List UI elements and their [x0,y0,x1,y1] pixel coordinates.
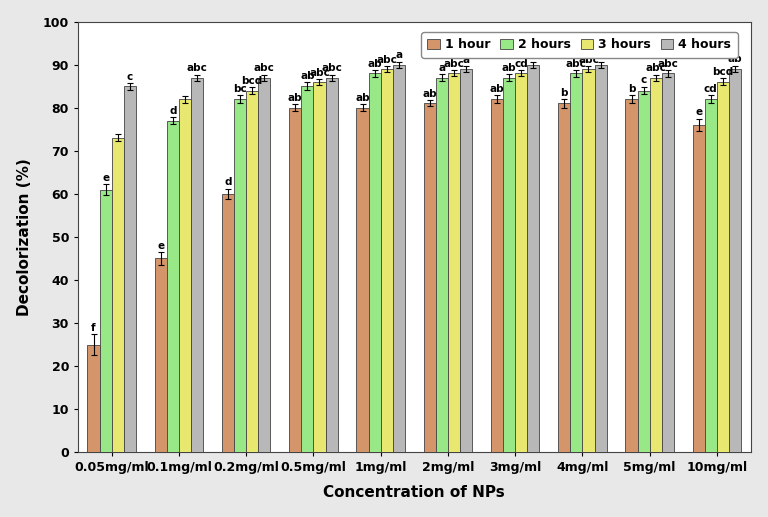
Bar [356,108,369,452]
Bar [124,86,136,452]
Text: abc: abc [645,63,666,73]
Text: abc: abc [309,68,330,78]
Bar [88,344,100,452]
Bar [571,73,582,452]
Text: abc: abc [578,55,599,65]
Bar [662,73,674,452]
Text: d: d [169,106,177,116]
Text: abc: abc [187,63,207,73]
Bar [191,78,203,452]
Text: abc: abc [321,63,342,73]
Bar [637,90,650,452]
Bar [460,69,472,452]
Bar [503,78,515,452]
Text: bc: bc [526,51,540,60]
Text: abc: abc [376,55,397,65]
Bar [326,78,338,452]
Text: ab: ab [422,89,437,99]
Bar [528,65,539,452]
Bar [705,99,717,452]
Text: f: f [91,323,96,332]
Text: abc: abc [444,59,465,69]
Bar [369,73,381,452]
Bar [290,108,301,452]
Bar [381,69,392,452]
Text: a: a [462,55,470,65]
Bar [154,258,167,452]
Text: ab: ab [288,93,303,103]
Text: ab: ab [300,71,315,81]
Text: a: a [597,51,604,60]
Text: ab: ab [728,54,743,64]
Bar [448,73,460,452]
Bar [515,73,528,452]
Bar [111,138,124,452]
Text: cd: cd [515,59,528,69]
Bar [729,69,741,452]
Bar [167,120,179,452]
Text: b: b [627,84,635,94]
Bar [234,99,247,452]
Text: e: e [102,173,109,183]
Bar [491,99,503,452]
Text: ab: ab [490,84,505,94]
Bar [582,69,594,452]
Text: d: d [224,177,232,188]
Text: abc: abc [657,58,678,69]
Text: a: a [396,51,402,60]
Bar [301,86,313,452]
Legend: 1 hour, 2 hours, 3 hours, 4 hours: 1 hour, 2 hours, 3 hours, 4 hours [421,32,737,58]
Text: c: c [641,75,647,85]
Text: bc: bc [233,84,247,94]
Text: a: a [439,63,445,73]
Bar [650,78,662,452]
Text: b: b [561,88,568,98]
Bar [313,82,326,452]
Bar [247,90,258,452]
Text: abc: abc [254,63,275,73]
Text: c: c [127,71,133,82]
Text: e: e [695,107,702,117]
Bar [435,78,448,452]
Bar [717,82,729,452]
Text: ab: ab [502,63,516,73]
Bar [594,65,607,452]
Text: ab: ab [356,93,370,103]
Bar [179,99,191,452]
Bar [558,103,571,452]
Y-axis label: Decolorization (%): Decolorization (%) [17,158,31,316]
Bar [222,194,234,452]
Text: cd: cd [704,84,718,94]
Bar [258,78,270,452]
Text: ab: ab [367,58,382,69]
X-axis label: Concentration of NPs: Concentration of NPs [323,485,505,500]
Text: bcd: bcd [242,76,263,86]
Bar [424,103,435,452]
Bar [392,65,405,452]
Text: abc: abc [566,58,587,69]
Bar [625,99,637,452]
Bar [100,190,111,452]
Text: e: e [157,241,164,251]
Text: bcd: bcd [713,67,733,77]
Bar [693,125,705,452]
